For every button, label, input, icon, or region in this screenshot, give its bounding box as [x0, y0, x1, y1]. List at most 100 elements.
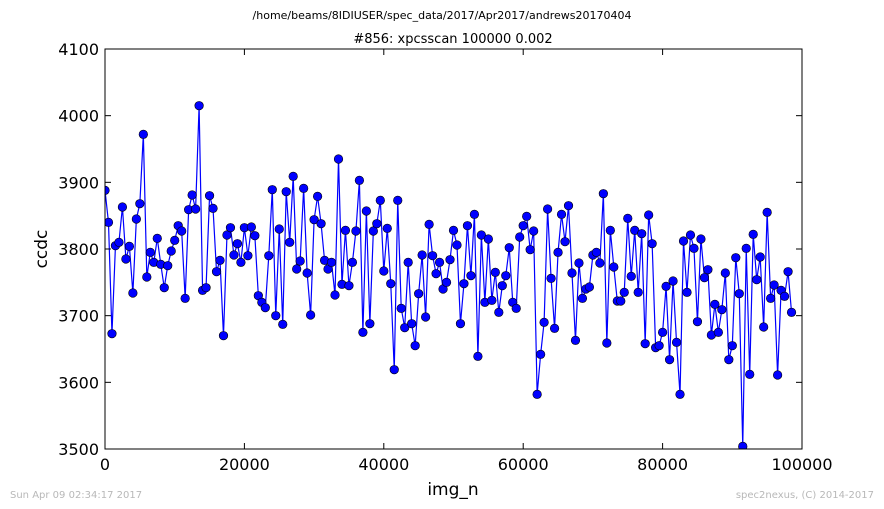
y-tick-label: 3600 — [58, 373, 99, 392]
data-point — [741, 243, 751, 253]
data-point — [393, 195, 403, 205]
data-point — [703, 265, 713, 275]
data-point — [567, 268, 577, 278]
data-point — [570, 335, 581, 345]
data-point — [511, 303, 521, 313]
data-point — [532, 389, 542, 399]
data-point — [403, 257, 413, 267]
data-point — [145, 247, 155, 257]
data-point — [546, 273, 556, 283]
data-point — [152, 233, 162, 243]
data-point — [748, 229, 758, 239]
data-point — [445, 255, 455, 265]
data-point — [678, 236, 689, 246]
data-point — [281, 187, 291, 197]
data-point — [166, 246, 176, 256]
data-point — [121, 254, 131, 264]
data-point — [668, 276, 678, 286]
data-point — [724, 355, 734, 365]
data-point — [372, 219, 382, 229]
y-tick-label: 4000 — [58, 107, 99, 126]
data-point — [755, 252, 765, 262]
data-point — [386, 279, 396, 289]
data-point — [452, 240, 462, 250]
data-point — [696, 234, 706, 244]
data-point — [483, 234, 493, 244]
data-point — [522, 211, 532, 221]
y-tick-label: 3900 — [58, 173, 99, 192]
data-point — [692, 317, 703, 327]
data-point — [734, 289, 744, 299]
data-point — [114, 237, 124, 247]
data-point — [271, 311, 281, 321]
data-point — [609, 262, 619, 272]
data-point — [358, 327, 368, 337]
data-point — [773, 370, 783, 380]
data-point — [312, 191, 323, 201]
file-path-title: /home/beams/8IDIUSER/spec_data/2017/Apr2… — [253, 9, 632, 22]
data-point — [518, 221, 528, 231]
chart-title: #856: xpcsscan 100000 0.002 — [353, 32, 552, 47]
data-point — [623, 213, 633, 223]
data-point — [699, 273, 710, 283]
data-point — [177, 226, 187, 236]
data-point — [504, 243, 514, 253]
data-point — [232, 239, 243, 249]
data-point — [260, 303, 270, 313]
data-point — [410, 341, 420, 351]
data-point — [727, 341, 737, 351]
x-tick-label: 20000 — [219, 455, 270, 474]
data-point — [379, 266, 389, 276]
x-tick-label: 100000 — [771, 455, 832, 474]
data-point — [316, 219, 326, 229]
data-point — [229, 250, 239, 260]
data-point — [354, 175, 365, 185]
data-point — [647, 239, 657, 249]
data-point — [553, 247, 563, 257]
data-point — [466, 271, 476, 281]
data-point — [490, 267, 500, 277]
data-point — [542, 204, 553, 214]
data-point — [274, 224, 284, 234]
data-point — [368, 226, 378, 236]
data-point — [525, 245, 535, 255]
data-point — [661, 281, 671, 291]
data-point — [299, 183, 309, 193]
data-point — [515, 232, 525, 242]
data-point — [191, 204, 201, 214]
data-point — [783, 267, 793, 277]
data-point — [417, 250, 427, 260]
data-point — [448, 225, 459, 235]
data-point — [292, 264, 302, 274]
x-tick-label: 80000 — [637, 455, 688, 474]
data-point — [351, 226, 361, 236]
data-point — [288, 171, 298, 181]
data-point — [204, 191, 215, 201]
x-axis-label: img_n — [427, 480, 478, 500]
data-point — [616, 296, 626, 306]
data-point — [187, 190, 197, 200]
data-point — [347, 257, 358, 267]
data-point — [105, 185, 110, 195]
data-point — [278, 319, 288, 329]
data-point — [682, 287, 692, 297]
data-point — [598, 189, 608, 199]
data-point — [664, 355, 675, 365]
data-point — [431, 269, 441, 279]
data-point — [720, 268, 730, 278]
data-point — [501, 271, 511, 281]
data-point — [389, 365, 399, 375]
data-point — [326, 257, 337, 267]
data-point — [211, 267, 222, 277]
data-point — [584, 282, 595, 292]
data-point — [563, 201, 574, 211]
data-point — [462, 221, 473, 231]
y-axis-label: ccdc — [32, 230, 52, 269]
data-point — [117, 202, 128, 212]
data-point — [731, 253, 741, 263]
data-point — [267, 185, 277, 195]
data-point — [459, 279, 469, 289]
data-point — [414, 289, 424, 299]
data-point — [713, 327, 723, 337]
